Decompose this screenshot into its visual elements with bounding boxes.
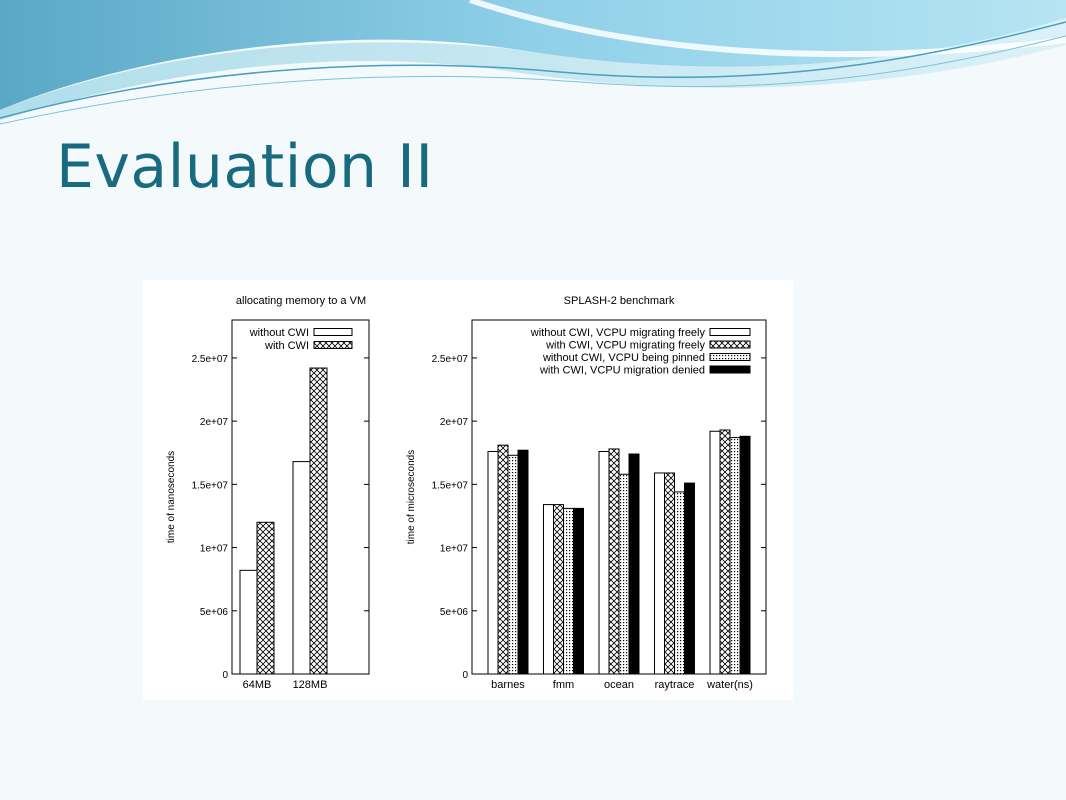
legend-entry-swatch — [709, 353, 751, 361]
bar-128mb-series-2 — [309, 367, 328, 675]
y-tick-label: 1.5e+07 — [192, 480, 229, 491]
bar-ocean-series-2 — [608, 448, 620, 675]
legend-entry-label: without CWI, VCPU being pinned — [542, 352, 705, 364]
legend-entry-label: without CWI — [249, 327, 309, 339]
bar-barnes-series-3 — [507, 454, 519, 675]
x-tick-label: ocean — [604, 679, 634, 691]
y-tick-label: 5e+06 — [200, 607, 229, 618]
bar-raytrace-series-1 — [654, 472, 665, 675]
chart-1-y-ticks: 0 5e+06 1e+07 1.5e+07 2e+07 2.5e+07 — [192, 354, 369, 681]
bar-ocean-series-1 — [598, 450, 610, 675]
chart-2-plot-frame — [471, 319, 767, 675]
chart-1-ylabel: time of nanoseconds — [166, 451, 177, 543]
bar-raytrace-series-2 — [664, 472, 675, 675]
legend-entry-swatch — [313, 328, 353, 336]
header-swoosh-decoration — [0, 0, 1066, 125]
chart-1-plot-frame — [231, 319, 370, 675]
chart-2-title: SPLASH-2 benchmark — [564, 295, 675, 307]
bar-fmm-series-3 — [563, 507, 574, 675]
slide-title: Evaluation II — [56, 132, 434, 202]
charts-canvas: allocating memory to a VM time of nanose… — [166, 295, 767, 691]
bar-barnes-series-4 — [517, 449, 529, 675]
legend-entry-label: with CWI, VCPU migrating freely — [545, 340, 705, 352]
x-tick-label: water(ns) — [706, 679, 753, 691]
chart-1-x-labels: 64MB 128MB — [243, 669, 328, 691]
y-tick-label: 0 — [462, 670, 468, 681]
benchmark-figure: allocating memory to a VM time of nanose… — [143, 280, 793, 700]
x-tick-label: 64MB — [243, 679, 272, 691]
bar-raytrace-series-4 — [684, 482, 695, 675]
chart-1-title: allocating memory to a VM — [236, 295, 366, 307]
y-tick-label: 1e+07 — [440, 544, 469, 555]
bar-fmm-series-2 — [553, 504, 564, 675]
y-tick-label: 1.5e+07 — [432, 480, 469, 491]
x-tick-label: raytrace — [655, 679, 695, 691]
y-tick-label: 2e+07 — [200, 417, 229, 428]
y-tick-label: 2e+07 — [440, 417, 469, 428]
bar-fmm-series-4 — [573, 507, 584, 675]
bar-ocean-series-4 — [628, 453, 640, 675]
y-tick-label: 5e+06 — [440, 607, 469, 618]
y-tick-label: 2.5e+07 — [432, 354, 469, 365]
bar-waterns-series-4 — [739, 435, 751, 675]
legend-entry-swatch — [709, 328, 751, 336]
bar-128mb-series-1 — [292, 461, 311, 675]
bar-ocean-series-3 — [618, 473, 630, 675]
x-tick-label: 128MB — [293, 679, 328, 691]
chart-allocating-memory: allocating memory to a VM time of nanose… — [166, 295, 370, 691]
legend-entry-swatch — [313, 341, 353, 349]
x-tick-label: barnes — [491, 679, 525, 691]
bar-barnes-series-2 — [497, 444, 509, 675]
bar-barnes-series-1 — [487, 450, 499, 675]
bar-waterns-series-3 — [729, 437, 741, 675]
chart-1-bars — [239, 367, 328, 675]
y-tick-label: 1e+07 — [200, 544, 229, 555]
bar-fmm-series-1 — [543, 504, 554, 675]
bar-64mb-series-1 — [239, 569, 258, 675]
bar-waterns-series-1 — [709, 430, 721, 675]
chart-splash2-benchmark: SPLASH-2 benchmark time of microseconds … — [406, 295, 767, 691]
x-tick-label: fmm — [553, 679, 574, 691]
legend-entry-label: with CWI, VCPU migration denied — [539, 365, 705, 377]
chart-2-bars — [487, 429, 751, 675]
chart-2-y-ticks: 0 5e+06 1e+07 1.5e+07 2e+07 2.5e+07 — [432, 354, 766, 681]
chart-2-ylabel: time of microseconds — [406, 450, 417, 544]
bar-raytrace-series-3 — [674, 491, 685, 675]
y-tick-label: 2.5e+07 — [192, 354, 229, 365]
legend-entry-swatch — [709, 365, 751, 374]
legend-entry-swatch — [709, 340, 751, 349]
y-tick-label: 0 — [222, 670, 228, 681]
chart-2-x-labels: barnes fmm ocean raytrace water(ns) — [491, 669, 753, 691]
legend-entry-label: without CWI, VCPU migrating freely — [530, 327, 706, 339]
bar-64mb-series-2 — [256, 521, 275, 675]
legend-entry-label: with CWI — [264, 340, 309, 352]
bar-waterns-series-2 — [719, 429, 731, 675]
